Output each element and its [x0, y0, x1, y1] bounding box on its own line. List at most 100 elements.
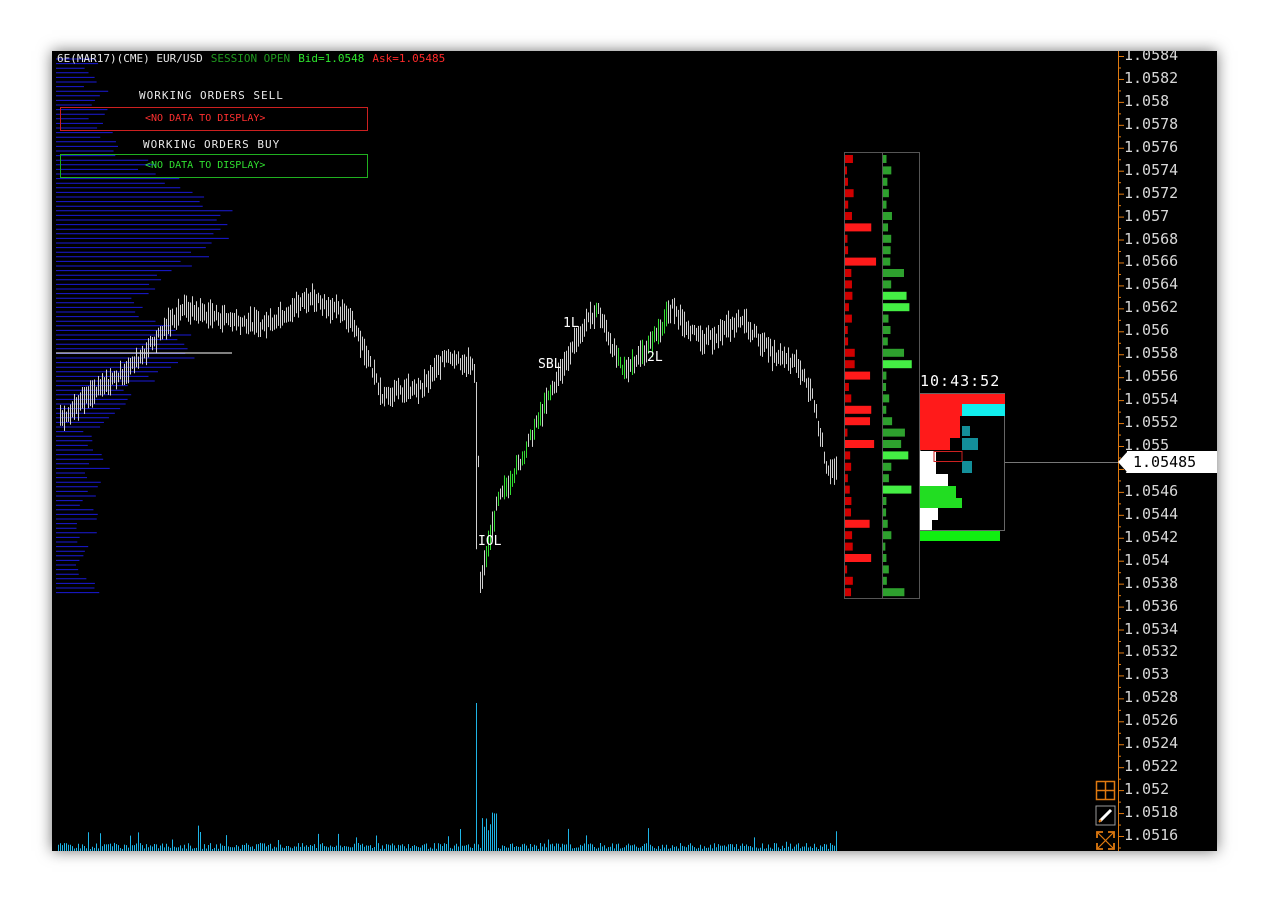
dom-buy-size [883, 520, 888, 528]
dom-buy-size [883, 406, 886, 414]
dom-buy-size [883, 417, 892, 425]
working-orders-sell-panel[interactable]: <NO DATA TO DISPLAY> [60, 107, 368, 131]
dom-sell-size [845, 565, 847, 573]
dom-buy-size [883, 474, 889, 482]
dom-buy-size [883, 372, 886, 380]
dom-sell-size [845, 189, 854, 197]
price-axis-label: 1.0524 [1124, 734, 1178, 752]
dom-sell-size [845, 269, 851, 277]
dom-sell-size [845, 554, 871, 562]
dom-buy-size [883, 349, 904, 357]
dom-sell-size [845, 451, 850, 459]
working-orders-buy-panel[interactable]: <NO DATA TO DISPLAY> [60, 154, 368, 178]
price-axis-label: 1.0526 [1124, 711, 1178, 729]
price-axis-label: 1.0564 [1124, 275, 1178, 293]
price-axis-label: 1.0552 [1124, 413, 1178, 431]
trade-label-sbl: SBL [538, 357, 561, 372]
dom-sell-size [845, 212, 852, 220]
price-axis-label: 1.0532 [1124, 642, 1178, 660]
dom-sell-size [845, 246, 848, 254]
price-axis-label: 1.0536 [1124, 597, 1178, 615]
dom-sell-size [845, 508, 851, 516]
price-axis-label: 1.0584 [1124, 51, 1178, 64]
dom-buy-size [883, 201, 887, 209]
dom-sell-size [845, 337, 848, 345]
pencil-tool-button[interactable] [1095, 805, 1116, 826]
trade-stack-bar [920, 520, 932, 530]
price-axis-label: 1.0562 [1124, 298, 1178, 316]
dom-sell-size [845, 531, 852, 539]
price-axis-label: 1.0542 [1124, 528, 1178, 546]
dom-buy-size [883, 508, 886, 516]
dom-buy-size [883, 155, 886, 163]
dom-sell-size [845, 543, 853, 551]
price-axis-label: 1.0538 [1124, 574, 1178, 592]
fullscreen-tool-button[interactable] [1095, 830, 1116, 851]
trade-label-iol: IOL [478, 534, 501, 549]
dom-buy-size [883, 565, 889, 573]
price-axis-label: 1.054 [1124, 551, 1169, 569]
bid-depth-bar [962, 461, 972, 473]
dom-buy-size [883, 577, 887, 585]
bid-stack-bar [920, 486, 956, 498]
bid-stack-bar [920, 531, 1000, 541]
dom-buy-size [883, 588, 904, 596]
fullscreen-icon [1095, 830, 1116, 851]
dom-sell-size [845, 166, 847, 174]
ask-stack-bar [920, 438, 950, 450]
ask-stack-bar [920, 404, 962, 416]
dom-buy-size [883, 258, 890, 266]
dom-sell-size [845, 588, 851, 596]
price-axis-label: 1.058 [1124, 92, 1169, 110]
price-axis-label: 1.0576 [1124, 138, 1178, 156]
dom-sell-size [845, 178, 848, 186]
price-axis-label: 1.0574 [1124, 161, 1178, 179]
working-orders-sell-title: WORKING ORDERS SELL [139, 89, 284, 102]
dom-buy-size [883, 269, 904, 277]
price-axis-label: 1.0528 [1124, 688, 1178, 706]
dom-buy-size [883, 315, 888, 323]
dom-buy-size [883, 383, 886, 391]
price-axis-label: 1.0578 [1124, 115, 1178, 133]
trade-label-1l: 1L [563, 316, 579, 331]
dom-buy-size [883, 246, 891, 254]
dom-buy-size [883, 326, 890, 334]
trade-label-2l: 2L [647, 350, 663, 365]
ask-depth-bar [962, 404, 1005, 416]
dom-buy-size [883, 554, 886, 562]
working-orders-buy-title: WORKING ORDERS BUY [143, 138, 280, 151]
dom-sell-size [845, 360, 855, 368]
dom-sell-size [845, 406, 871, 414]
crosshair-icon [1095, 780, 1116, 801]
price-axis-label: 1.056 [1124, 321, 1169, 339]
dom-sell-size [845, 235, 847, 243]
dom-buy-size [883, 429, 905, 437]
ask-stack-bar [920, 416, 960, 438]
dom-sell-size [845, 429, 847, 437]
price-axis-label: 1.053 [1124, 665, 1169, 683]
dom-sell-size [845, 383, 849, 391]
instrument-header: 6E(MAR17)(CME) EUR/USD SESSION OPEN Bid=1.… [57, 52, 453, 65]
dom-sell-size [845, 577, 853, 585]
dom-sell-size [845, 201, 848, 209]
dom-sell-size [845, 486, 850, 494]
price-axis-label: 1.0554 [1124, 390, 1178, 408]
ask-label: Ask=1.05485 [372, 52, 445, 65]
price-axis-label: 1.052 [1124, 780, 1169, 798]
dom-sell-size [845, 520, 870, 528]
dom-buy-size [883, 394, 889, 402]
price-axis-label: 1.0522 [1124, 757, 1178, 775]
dom-sell-size [845, 349, 855, 357]
crosshair-tool-button[interactable] [1095, 780, 1116, 801]
inside-market-box [934, 452, 962, 462]
symbol-label: 6E(MAR17)(CME) EUR/USD [57, 52, 203, 65]
dom-buy-size [883, 531, 891, 539]
last-price-label: 1.05485 [1133, 453, 1196, 471]
dom-sell-size [845, 440, 874, 448]
dom-sell-size [845, 258, 876, 266]
price-axis-label: 1.0582 [1124, 69, 1178, 87]
trade-stack-bar [920, 474, 948, 486]
dom-buy-size [883, 292, 907, 300]
dom-buy-size [883, 280, 891, 288]
dom-sell-size [845, 292, 852, 300]
